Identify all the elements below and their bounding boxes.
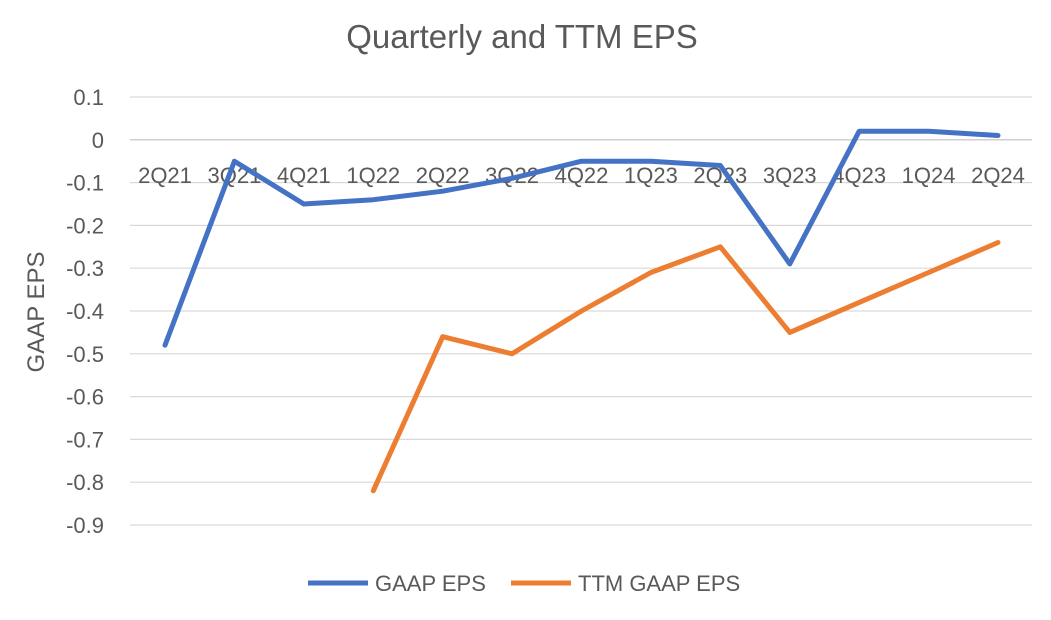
y-tick-label: -0.6 (66, 385, 104, 410)
y-tick-label: -0.7 (66, 427, 104, 452)
x-tick-label: 1Q23 (624, 163, 678, 188)
y-tick-label: -0.2 (66, 213, 104, 238)
y-axis-label: GAAP EPS (23, 252, 50, 373)
y-axis-ticks: 0.1 0 -0.1 -0.2 -0.3 -0.4 -0.5 -0.6 -0.7 -0.8 -0.9 (66, 85, 104, 538)
x-tick-label: 1Q24 (902, 163, 956, 188)
y-tick-label: -0.5 (66, 342, 104, 367)
series-lines (162, 128, 1001, 494)
y-tick-label: -0.3 (66, 256, 104, 281)
legend-item: TTM GAAP EPS (511, 571, 740, 596)
legend-item: GAAP EPS (308, 571, 486, 596)
x-tick-label: 2Q24 (971, 163, 1025, 188)
legend-label: GAAP EPS (375, 571, 486, 596)
x-tick-label: 4Q21 (277, 163, 331, 188)
y-tick-label: -0.8 (66, 470, 104, 495)
x-axis-ticks: 2Q21 3Q21 4Q21 1Q22 2Q22 3Q22 4Q22 1Q23 2Q23 3Q23… (138, 163, 1025, 188)
x-tick-label: 1Q22 (346, 163, 400, 188)
y-tick-label: -0.1 (66, 171, 104, 196)
y-tick-label: -0.4 (66, 299, 104, 324)
y-tick-label: -0.9 (66, 513, 104, 538)
x-tick-label: 2Q21 (138, 163, 192, 188)
y-tick-label: 0.1 (73, 85, 104, 110)
series-2 (370, 240, 1001, 494)
series-line (370, 240, 1001, 494)
legend-label: TTM GAAP EPS (578, 571, 740, 596)
x-tick-label: 3Q23 (763, 163, 817, 188)
x-tick-label: 2Q22 (416, 163, 470, 188)
series-1 (162, 128, 1001, 348)
series-line (162, 128, 1001, 348)
y-tick-label: 0 (92, 128, 104, 153)
chart-title: Quarterly and TTM EPS (346, 18, 698, 55)
legend: GAAP EPS TTM GAAP EPS (308, 571, 740, 596)
